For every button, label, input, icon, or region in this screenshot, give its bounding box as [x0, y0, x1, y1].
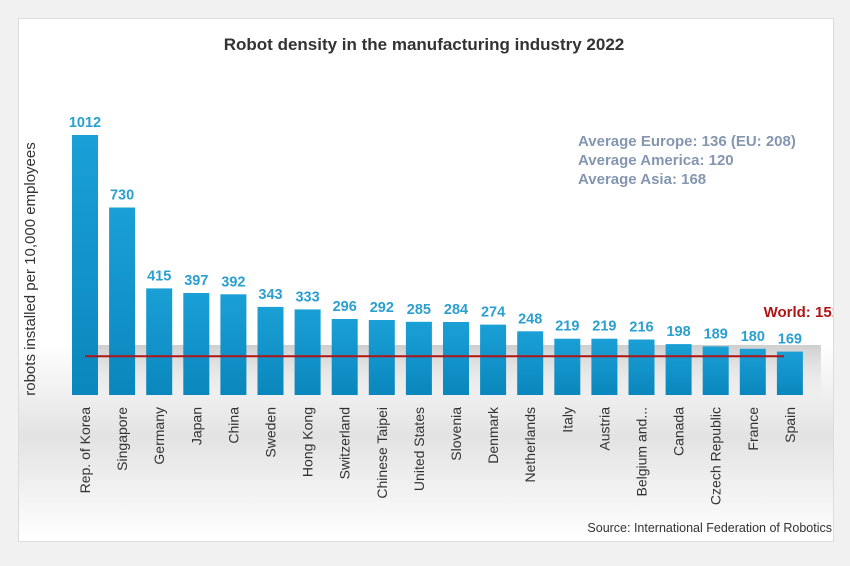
value-label: 292: [370, 300, 394, 316]
category-label: France: [745, 407, 761, 451]
bar: [776, 351, 803, 395]
category-label: Czech Republic: [708, 407, 724, 505]
category-label: United States: [411, 407, 427, 491]
category-label: Switzerland: [337, 407, 353, 479]
value-label: 284: [444, 302, 468, 318]
average-annotation: Average Europe: 136 (EU: 208): [578, 133, 796, 150]
value-labels: 1012 730 415 397 392 343 333 296 292 285 284 274 248…: [69, 115, 802, 348]
category-label: Rep. of Korea: [77, 407, 93, 494]
reference-line-group: World: 151: [85, 304, 833, 358]
bar-chart: Robot density in the manufacturing indus…: [22, 35, 833, 535]
bar: [183, 293, 210, 395]
value-label: 189: [704, 326, 728, 342]
category-label: Denmark: [485, 406, 501, 464]
value-label: 333: [295, 289, 319, 305]
value-label: 296: [333, 299, 357, 315]
bar: [702, 346, 729, 395]
bars: [72, 135, 803, 395]
category-label: Germany: [151, 407, 167, 465]
category-label: Hong Kong: [300, 407, 316, 477]
category-label: Singapore: [114, 407, 130, 471]
value-label: 285: [407, 302, 431, 318]
category-label: Japan: [188, 407, 204, 445]
category-label: Netherlands: [522, 407, 538, 483]
category-label: Austria: [596, 407, 612, 451]
value-label: 415: [147, 268, 171, 284]
bar: [554, 338, 581, 395]
bar: [405, 321, 432, 395]
value-label: 169: [778, 332, 802, 348]
category-label: China: [225, 407, 241, 444]
bar: [72, 135, 98, 395]
category-label: Sweden: [263, 407, 279, 458]
bar: [109, 207, 136, 395]
bar: [257, 306, 284, 395]
y-axis-label: robots installed per 10,000 employees: [22, 142, 39, 396]
average-annotation: Average Asia: 168: [578, 171, 706, 188]
value-label: 198: [666, 324, 690, 340]
bar: [146, 288, 173, 395]
value-label: 397: [184, 273, 208, 289]
category-label: Belgium and...: [634, 407, 650, 497]
chart-frame: Robot density in the manufacturing indus…: [18, 18, 834, 542]
bar: [443, 322, 469, 395]
category-label: Italy: [559, 407, 575, 433]
bar: [294, 309, 321, 395]
world-average-label: World: 151: [764, 304, 833, 321]
bar: [628, 339, 655, 395]
category-label: Canada: [671, 407, 687, 456]
category-label: Chinese Taipei: [374, 407, 390, 499]
category-label: Spain: [782, 407, 798, 443]
averages-annotation: Average Europe: 136 (EU: 208) Average Ame…: [578, 133, 796, 188]
value-label: 730: [110, 188, 134, 204]
value-label: 219: [592, 319, 616, 335]
source-note: Source: International Federation of Robo…: [587, 521, 832, 535]
chart-title: Robot density in the manufacturing indus…: [224, 35, 625, 54]
bar: [480, 324, 507, 395]
value-label: 248: [518, 311, 542, 327]
bar: [591, 338, 618, 395]
bar: [220, 294, 247, 395]
category-labels: Rep. of Korea Singapore Germany Japan China S…: [77, 406, 798, 505]
value-label: 343: [258, 287, 282, 303]
value-label: 1012: [69, 115, 101, 131]
value-label: 274: [481, 305, 505, 321]
value-label: 216: [629, 320, 653, 336]
bar: [517, 331, 544, 395]
bar: [368, 320, 395, 395]
value-label: 180: [741, 329, 765, 345]
average-annotation: Average America: 120: [578, 152, 734, 169]
bar: [665, 344, 692, 395]
value-label: 219: [555, 319, 579, 335]
value-label: 392: [221, 274, 245, 290]
category-label: Slovenia: [448, 407, 464, 461]
